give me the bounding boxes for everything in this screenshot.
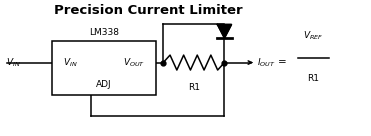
- Text: $V_{IN}$: $V_{IN}$: [6, 56, 20, 69]
- Text: Precision Current Limiter: Precision Current Limiter: [54, 4, 243, 17]
- Text: R1: R1: [308, 74, 319, 83]
- FancyBboxPatch shape: [52, 41, 156, 95]
- Text: $V_{IN}$: $V_{IN}$: [63, 56, 78, 69]
- Text: =: =: [278, 58, 286, 68]
- Text: $I_{OUT}$: $I_{OUT}$: [257, 56, 276, 69]
- Text: $V_{REF}$: $V_{REF}$: [303, 29, 324, 42]
- Text: $V_{OUT}$: $V_{OUT}$: [123, 56, 145, 69]
- Text: LM338: LM338: [89, 28, 119, 37]
- Text: ADJ: ADJ: [96, 80, 112, 89]
- Polygon shape: [217, 24, 232, 38]
- Text: R1: R1: [188, 83, 200, 92]
